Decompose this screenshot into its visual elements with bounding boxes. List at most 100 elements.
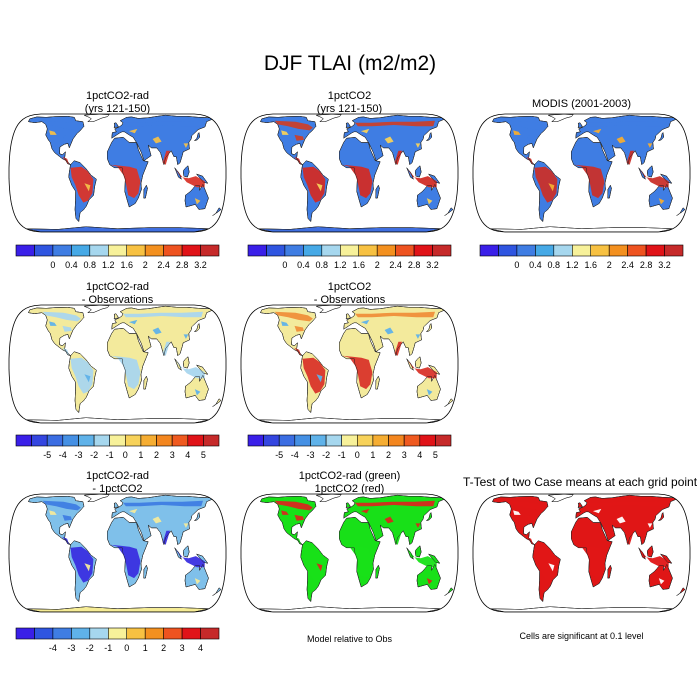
colorbar-swatch — [171, 434, 189, 447]
spots-region — [49, 130, 57, 135]
tropics-region — [175, 548, 205, 568]
boreal-region — [42, 500, 81, 511]
coastline — [659, 173, 673, 184]
coastline — [406, 167, 414, 180]
colorbar-tick-label: 2.4 — [157, 260, 170, 270]
coastline — [195, 364, 209, 375]
colorbar-swatch — [140, 434, 157, 447]
colorbar-swatch — [284, 244, 304, 257]
coastline — [425, 132, 432, 142]
coastline — [113, 122, 119, 128]
coastline — [406, 358, 414, 371]
coastline — [339, 517, 381, 588]
coastline — [107, 328, 149, 399]
colorbar-tick-label: 2.4 — [389, 260, 402, 270]
colorbar-tick-label: 4 — [417, 450, 422, 460]
spots-region — [360, 319, 370, 325]
coastline — [577, 122, 583, 128]
coastline — [68, 351, 97, 414]
spots-region — [616, 136, 626, 144]
colorbar-tick-label: 0 — [124, 643, 129, 653]
colorbar-swatch — [126, 244, 146, 257]
boreal-region — [42, 120, 81, 131]
colorbar-tick-label: 1 — [138, 450, 143, 460]
coastline — [68, 540, 97, 603]
coastline — [345, 502, 351, 508]
coastline — [113, 313, 119, 319]
tropics-region — [407, 359, 437, 379]
map-border — [240, 113, 459, 233]
coastline — [638, 167, 646, 180]
colorbar-tick-label: -5 — [43, 450, 51, 460]
colorbar-swatch — [71, 627, 91, 640]
colorbar-swatch — [15, 244, 35, 257]
coastline — [143, 564, 148, 579]
map-border — [8, 113, 227, 233]
spots-region — [84, 563, 91, 572]
coastline — [193, 132, 200, 142]
spots-region — [316, 183, 323, 192]
boreal-region — [274, 120, 313, 131]
colorbar-swatch — [108, 244, 128, 257]
coastline — [111, 494, 213, 546]
coastline — [25, 606, 210, 612]
tropics-region — [302, 166, 326, 203]
colorbar-swatch — [247, 434, 264, 447]
spots-region — [658, 578, 665, 585]
map-border — [240, 304, 459, 424]
colorbar-tick-label: 1.6 — [352, 260, 365, 270]
colorbar-diff-case: -4 -3 -2 -1 0 1 2 3 4 — [15, 627, 220, 653]
coastline — [375, 564, 380, 579]
spots-region — [384, 327, 394, 335]
coastline — [195, 553, 209, 564]
spots-region — [426, 389, 433, 396]
coastline — [25, 417, 210, 423]
map-modis — [472, 113, 691, 233]
panel-title-rad-minus-obs: 1pctCO2-rad - Observations — [5, 281, 230, 307]
panel-title-line2: - Observations — [81, 294, 154, 306]
panel-title-co2-minus-obs: 1pctCO2 - Observations — [237, 281, 462, 307]
coastline — [414, 356, 422, 369]
colorbar-swatch — [62, 434, 79, 447]
spots-region — [415, 523, 421, 528]
spots-region — [316, 563, 323, 572]
boreal-region — [42, 311, 81, 322]
tropics-region — [526, 156, 534, 165]
panel-title-line1: 1pctCO2 — [327, 281, 372, 293]
spots-region — [426, 578, 433, 585]
colorbar-tick-label: 0 — [514, 260, 519, 270]
colorbar-swatch — [126, 627, 146, 640]
map-border — [472, 493, 691, 613]
colorbar-tick-label: -1 — [338, 450, 346, 460]
coastline — [489, 606, 674, 612]
colorbar-diff-obs: -5 -4 -3 -2 -1 0 1 2 3 4 5 — [15, 434, 220, 460]
colorbar-tick-label: 2.8 — [408, 260, 421, 270]
colorbar-swatch — [15, 627, 35, 640]
colorbar-swatch — [266, 244, 286, 257]
coastline — [212, 587, 222, 596]
spots-region — [281, 510, 289, 515]
coastline — [425, 512, 432, 522]
colorbar-tick-label: 2 — [154, 450, 159, 460]
colorbar-tick-label: -4 — [291, 450, 299, 460]
coastline — [300, 160, 329, 223]
colorbar-swatch — [200, 627, 220, 640]
colorbar-swatch — [163, 627, 183, 640]
coastline — [414, 545, 422, 558]
coastline — [607, 564, 612, 579]
map-rad-minus-co2 — [8, 493, 227, 613]
tropics-region — [62, 536, 70, 545]
coastline — [182, 545, 190, 558]
spots-region — [281, 321, 289, 326]
coastline — [339, 137, 381, 208]
boreal-region — [123, 311, 203, 318]
colorbar-swatch — [125, 434, 142, 447]
coastline — [184, 563, 209, 590]
colorbar-swatch — [203, 434, 220, 447]
colorbar-swatch — [89, 244, 109, 257]
coastline — [193, 323, 200, 333]
colorbar-tick-label: -4 — [59, 450, 67, 460]
boreal-region — [526, 134, 536, 141]
colorbar-swatch — [341, 434, 358, 447]
spots-region — [592, 508, 602, 514]
